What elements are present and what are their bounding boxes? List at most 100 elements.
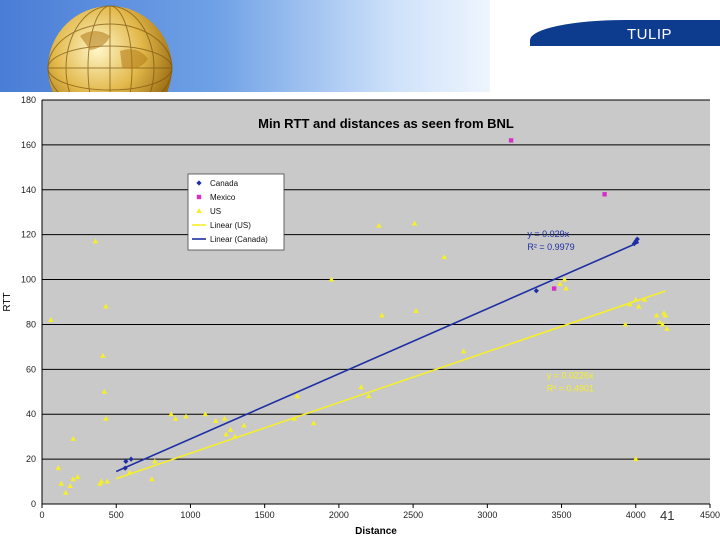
us-point: [126, 469, 133, 475]
us-point: [104, 478, 111, 484]
plot-area: [42, 100, 710, 504]
us-point: [212, 417, 219, 423]
canada-point: [122, 465, 128, 471]
us-point: [48, 316, 54, 322]
us-point: [413, 307, 419, 313]
us-point: [62, 489, 69, 495]
us-point: [653, 312, 660, 318]
y-tick-label: 160: [21, 140, 36, 150]
brand-banner: [530, 20, 720, 46]
x-tick-label: 3500: [552, 510, 572, 520]
y-tick-label: 120: [21, 230, 36, 240]
legend-box: [187, 173, 285, 251]
y-tick-label: 180: [21, 95, 36, 105]
us-point: [358, 384, 364, 390]
us-point: [460, 348, 467, 354]
header-right-panel: [490, 0, 720, 92]
canada-trendline: [115, 241, 640, 473]
mexico-point: [551, 286, 557, 291]
brand-title: TULIP: [626, 26, 672, 43]
fit-equation: y = 0.0226x: [547, 370, 594, 380]
x-tick-label: 2000: [329, 510, 349, 520]
us-point: [632, 456, 639, 462]
trendlines: [115, 241, 666, 480]
us-point: [379, 312, 385, 318]
us-point: [662, 312, 669, 318]
x-tick-label: 2500: [403, 510, 423, 520]
us-point: [622, 321, 629, 327]
us-point: [310, 420, 317, 426]
canada-point: [634, 236, 640, 242]
us-point: [98, 478, 105, 484]
us-point: [563, 285, 569, 291]
us-point: [172, 415, 179, 421]
legend-label: Linear (US): [210, 221, 251, 230]
legend-marker: [196, 180, 202, 186]
fit-equation: y = 0.029x: [527, 229, 569, 239]
mexico-point: [602, 192, 607, 197]
globe-icon: [10, 0, 220, 92]
x-tick-label: 4000: [626, 510, 646, 520]
us-point: [291, 415, 298, 421]
y-tick-label: 140: [21, 185, 36, 195]
y-tick-label: 100: [21, 275, 36, 285]
us-point: [221, 415, 228, 421]
us-point: [55, 465, 62, 471]
x-tick-label: 1000: [180, 510, 200, 520]
us-point: [656, 319, 663, 325]
us-trendline: [115, 290, 666, 480]
x-tick-label: 0: [39, 510, 44, 520]
chart-title: Min RTT and distances as seen from BNL: [258, 116, 514, 131]
y-tick-label: 80: [26, 319, 36, 329]
us-point: [232, 433, 238, 439]
us-point: [641, 296, 648, 302]
y-axis-label: RTT: [2, 292, 13, 311]
fit-r-squared: R² = 0.9979: [527, 242, 574, 252]
legend-label: US: [210, 207, 221, 216]
legend: Canada Mexico US Linear (US) Linear (Canada): [187, 173, 285, 251]
us-point: [70, 476, 76, 482]
us-point: [168, 411, 174, 417]
y-tick-label: 20: [26, 454, 36, 464]
us-point: [627, 301, 633, 307]
legend-marker: [196, 194, 202, 200]
us-point: [632, 296, 639, 302]
us-point: [241, 422, 247, 428]
x-tick-label: 4500: [700, 510, 720, 520]
us-point: [101, 388, 108, 394]
us-point: [152, 458, 158, 464]
us-point: [70, 435, 76, 441]
us-point: [103, 303, 109, 309]
us-point: [557, 281, 563, 287]
us-point: [294, 393, 301, 399]
legend-marker: [196, 208, 202, 213]
us-point: [58, 480, 65, 486]
us-point: [328, 276, 335, 282]
legend-label: Mexico: [210, 193, 236, 202]
page-number: 41: [660, 508, 675, 523]
x-axis-label: Distance: [355, 526, 397, 537]
us-point: [103, 415, 109, 421]
tick-labels: 0 20 40 60 80 100 120 140 160 180 0 500 1000 1500 2000…: [21, 95, 720, 520]
canada-point: [533, 288, 539, 294]
x-tick-label: 3000: [477, 510, 497, 520]
us-point: [183, 413, 189, 419]
us-point: [202, 411, 209, 417]
y-tick-label: 0: [31, 499, 36, 509]
fit-equations: y = 0.0226x R² = 0.4901 y = 0.029x R² = 0.9…: [527, 229, 594, 393]
fit-r-squared: R² = 0.4901: [547, 383, 594, 393]
us-point: [635, 303, 642, 309]
canada-point: [123, 458, 129, 464]
y-tick-label: 40: [26, 409, 36, 419]
data-points: [48, 138, 670, 495]
us-point: [227, 426, 234, 432]
us-point: [411, 220, 418, 226]
us-point: [74, 474, 81, 480]
legend-label: Linear (Canada): [210, 235, 268, 244]
us-point: [376, 222, 382, 228]
x-tick-label: 1500: [255, 510, 275, 520]
mexico-point: [508, 138, 514, 143]
us-point: [149, 476, 155, 482]
us-point: [561, 276, 568, 282]
us-point: [100, 352, 106, 358]
